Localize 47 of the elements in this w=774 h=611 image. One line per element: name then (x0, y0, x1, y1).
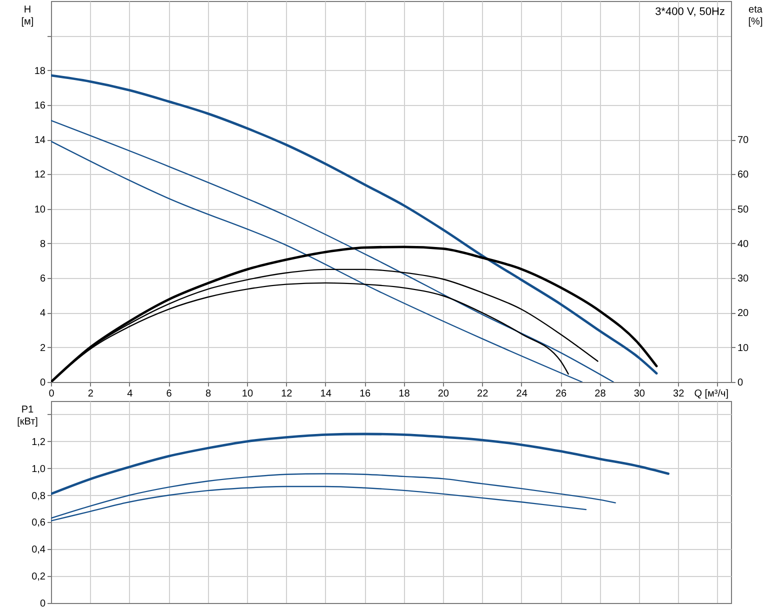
y2-axis-title: eta [%] (748, 4, 763, 28)
x-tick-label: 30 (634, 388, 646, 400)
x-tick-label: 28 (594, 388, 606, 400)
x-tick-label: 6 (166, 388, 172, 400)
y-tick-label: 0,8 (32, 490, 46, 502)
x-tick-label: 2 (88, 388, 94, 400)
y2-tick-label: 50 (738, 204, 750, 216)
y2-tick-label: 30 (738, 274, 750, 285)
y-tick-label: 14 (34, 135, 46, 146)
y-axis-title: H [м] (21, 4, 34, 28)
y-tick-label: 0 (40, 378, 46, 388)
x-tick-label: 12 (281, 388, 293, 400)
y-axis-title: P1 [кВт] (17, 404, 38, 428)
y-tick-label: 12 (34, 170, 46, 181)
x-axis-title: Q [м³/ч] (694, 388, 729, 400)
y-tick-label: 18 (34, 66, 46, 77)
y-tick-label: 0 (40, 598, 46, 610)
y-tick-label: 1,0 (32, 464, 46, 475)
x-tick-label: 22 (477, 388, 489, 400)
y-tick-label: 8 (40, 238, 46, 250)
x-tick-label: 26 (555, 388, 568, 400)
x-tick-label: 24 (516, 388, 528, 400)
y-tick-label: 0,4 (32, 544, 46, 556)
y2-tick-label: 10 (738, 342, 750, 354)
y-tick-label: 16 (34, 100, 46, 112)
y-tick-label: 10 (34, 204, 46, 216)
x-tick-label: 0 (48, 388, 55, 400)
y2-tick-label: 20 (738, 308, 750, 320)
x-tick-label: 10 (242, 388, 254, 400)
x-tick-label: 20 (438, 388, 450, 400)
y-tick-label: 2 (40, 342, 46, 354)
x-tick-label: 14 (320, 388, 332, 400)
y2-tick-label: 40 (738, 238, 750, 250)
chart-title: 3*400 V, 50Hz (655, 6, 725, 18)
y2-tick-label: 60 (738, 170, 750, 181)
x-tick-label: 4 (127, 388, 134, 400)
y-tick-label: 0,2 (32, 572, 46, 583)
y-tick-label: 1,2 (32, 436, 46, 448)
y-tick-label: 0,6 (32, 518, 46, 529)
x-tick-label: 32 (673, 388, 685, 400)
y2-tick-label: 70 (738, 135, 750, 146)
x-tick-label: 16 (359, 388, 372, 400)
x-tick-label: 8 (205, 388, 212, 400)
x-tick-label: 18 (398, 388, 410, 400)
y2-tick-label: 0 (738, 378, 744, 388)
y-tick-label: 6 (40, 274, 46, 285)
y-tick-label: 4 (40, 308, 46, 320)
